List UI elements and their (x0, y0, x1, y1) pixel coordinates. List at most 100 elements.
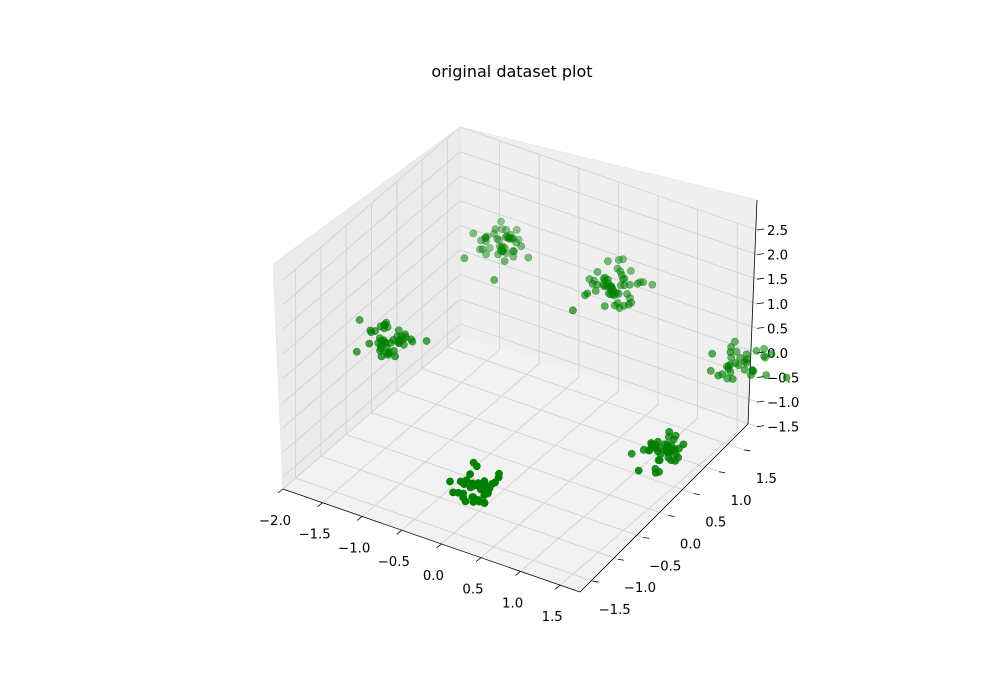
chart-title: original dataset plot (431, 62, 592, 81)
pane-edge (272, 126, 461, 265)
data-point (365, 339, 374, 348)
data-point (449, 488, 457, 497)
floor-pane (283, 336, 748, 592)
data-point (482, 232, 491, 241)
data-point (500, 257, 509, 265)
data-point (501, 233, 510, 241)
y-grid-line (421, 159, 720, 473)
data-point (352, 347, 361, 356)
data-point (752, 346, 761, 355)
data-point (728, 375, 737, 383)
data-point (671, 431, 680, 440)
x-tick-mark (515, 571, 521, 576)
x-tick-mark (554, 584, 561, 590)
data-point (604, 257, 612, 266)
data-point (734, 361, 743, 370)
data-point (706, 366, 715, 375)
axis-lines (272, 126, 758, 593)
x-tick-label: −0.5 (378, 555, 410, 570)
z-tick-label: −1.5 (767, 421, 799, 436)
y-tick-label: −1.0 (624, 581, 656, 596)
data-point (480, 477, 489, 486)
data-point (481, 233, 490, 242)
z-tick-mark (756, 277, 765, 280)
data-point (625, 280, 634, 289)
data-point (380, 320, 389, 329)
y-tick-label: 0.0 (680, 538, 701, 553)
data-point (497, 217, 505, 226)
data-point (726, 348, 735, 356)
y-tick-mark (744, 449, 751, 452)
z-tick-mark (756, 400, 765, 403)
z-tick-mark (756, 326, 765, 329)
axes-panes (273, 127, 757, 592)
data-point (466, 483, 475, 492)
data-point (466, 470, 474, 479)
data-point (634, 466, 643, 475)
x-grid-line (520, 209, 699, 572)
data-point (502, 225, 511, 234)
data-point (508, 234, 517, 243)
x-tick-label: −1.5 (298, 528, 330, 543)
data-point (740, 365, 749, 374)
data-point (490, 276, 499, 284)
data-point (493, 234, 502, 243)
scatter-points (352, 217, 791, 507)
data-point (460, 480, 469, 488)
x-axis-ticks: −2.0 −1.5 −1.0 −0.5 0.0 0.5 1.0 1.5 (259, 488, 563, 625)
y-tick-mark (719, 471, 726, 474)
z-tick-label: 2.5 (767, 224, 788, 239)
y-grid-line (371, 203, 669, 516)
x-tick-label: 1.0 (502, 596, 523, 611)
z-tick-mark (756, 425, 765, 428)
data-point (767, 350, 776, 358)
x-tick-mark (317, 502, 323, 508)
y-tick-label: −0.5 (649, 559, 681, 574)
z-tick-mark (756, 253, 765, 255)
data-point (616, 281, 625, 290)
data-point (654, 456, 663, 464)
y-grid-line (396, 181, 694, 495)
y-tick-mark (643, 536, 650, 539)
data-point (509, 252, 518, 261)
data-point (651, 468, 660, 477)
x-tick-label: 0.5 (462, 583, 483, 598)
data-point (726, 368, 735, 376)
y-axis-ticks: −1.5 −1.0 −0.5 0.0 0.5 1.0 1.5 (592, 449, 777, 618)
data-point (512, 238, 521, 247)
data-point (469, 229, 478, 238)
data-point (619, 255, 627, 264)
data-point (494, 473, 503, 482)
data-point (583, 289, 592, 298)
data-point (510, 247, 518, 256)
data-point (618, 271, 626, 279)
data-point (747, 371, 755, 379)
data-point (371, 327, 380, 335)
data-point (422, 337, 431, 345)
data-point (482, 250, 490, 259)
data-point (514, 235, 523, 244)
data-point (491, 225, 500, 233)
data-point (502, 232, 511, 240)
data-point (620, 301, 628, 310)
x-grid-line (480, 195, 659, 559)
data-point (480, 491, 489, 499)
data-point (494, 235, 503, 244)
data-point (459, 493, 468, 502)
data-point (714, 371, 723, 380)
data-point (512, 225, 521, 234)
x-axis-line (282, 488, 581, 593)
data-point (460, 254, 469, 263)
data-point (395, 338, 404, 347)
data-point (494, 250, 503, 259)
y-tick-mark (668, 515, 675, 517)
x-tick-label: 0.0 (423, 569, 444, 584)
y-grid-line (320, 247, 619, 560)
data-point (593, 267, 602, 276)
data-point (478, 245, 487, 253)
data-point (483, 483, 492, 492)
z-tick-label: 1.5 (767, 273, 788, 288)
data-point (509, 246, 517, 255)
data-point (591, 286, 600, 295)
data-point (506, 230, 515, 239)
